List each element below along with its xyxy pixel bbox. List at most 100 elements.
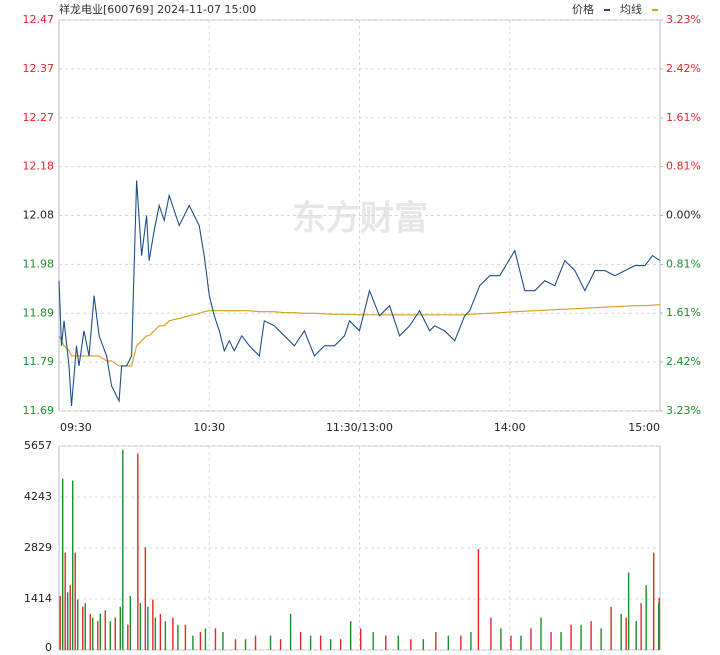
y-tick-label: 12.37 <box>23 62 55 75</box>
volume-bar <box>64 552 66 650</box>
y-tick-label: 12.08 <box>23 209 55 222</box>
volume-bar <box>520 635 522 650</box>
y2-tick-label: 0.81% <box>666 159 701 172</box>
y2-tick-label: 3.23% <box>666 404 701 417</box>
volume-bar <box>309 635 312 650</box>
x-tick-label: 15:00 <box>628 421 660 434</box>
chart-title: 祥龙电业[600769] 2024-11-07 15:00 <box>59 2 256 16</box>
y-tick-label: 2829 <box>24 541 52 554</box>
volume-bar <box>222 631 224 650</box>
volume-bar <box>144 547 147 650</box>
volume-bar <box>385 635 387 650</box>
volume-bar <box>152 599 154 650</box>
volume-bar <box>349 621 352 650</box>
price-line <box>58 180 661 407</box>
y-tick-label: 11.69 <box>23 404 55 417</box>
volume-bar <box>164 621 167 650</box>
volume-bar <box>610 606 612 650</box>
y-tick-label: 11.98 <box>23 257 55 270</box>
volume-bar <box>269 635 272 650</box>
volume-bar <box>640 603 642 650</box>
volume-bar <box>254 635 257 650</box>
volume-bar <box>645 585 647 650</box>
volume-bar <box>490 617 492 650</box>
y-tick-label: 12.18 <box>23 160 55 173</box>
y2-tick-label: 2.42% <box>666 62 701 75</box>
volume-bar <box>139 603 142 650</box>
volume-bar <box>74 552 76 650</box>
volume-bar <box>372 631 374 650</box>
volume-bar <box>109 621 111 650</box>
volume-bar <box>104 610 106 650</box>
volume-bar <box>137 453 139 650</box>
volume-bar <box>530 628 532 650</box>
volume-bar <box>97 621 99 650</box>
volume-bar <box>244 639 247 650</box>
price-line <box>58 304 661 367</box>
volume-bar <box>397 635 399 650</box>
y-tick-label: 1414 <box>24 592 52 605</box>
volume-bar <box>625 617 627 650</box>
volume-bar <box>319 635 322 650</box>
volume-bar <box>360 628 362 650</box>
y2-tick-label: 0.00% <box>666 209 701 222</box>
volume-bar <box>127 624 129 650</box>
volume-bar <box>199 631 202 650</box>
volume-bar <box>72 480 74 650</box>
volume-bar <box>422 639 425 650</box>
volume-bar <box>657 603 660 650</box>
volume-bar <box>447 635 450 650</box>
volume-bar <box>460 635 462 650</box>
y-tick-label: 4243 <box>24 490 52 503</box>
volume-bar <box>77 599 79 650</box>
volume-bar <box>204 628 207 650</box>
x-tick-label: 09:30 <box>60 421 92 434</box>
volume-bar <box>89 613 91 650</box>
y-tick-label: 12.27 <box>23 111 55 124</box>
legend-label: 价格 <box>572 2 594 16</box>
volume-bar <box>620 613 622 650</box>
volume-bar <box>470 631 472 650</box>
volume-bar <box>560 631 562 650</box>
volume-bar <box>635 621 637 650</box>
volume-bar <box>234 639 237 650</box>
volume-bar <box>299 631 302 650</box>
volume-bar <box>159 613 162 650</box>
volume-bar <box>289 613 292 650</box>
x-tick-label: 11:30/13:00 <box>326 421 393 434</box>
volume-bar <box>192 635 194 650</box>
volume-bar <box>510 635 512 650</box>
volume-bar <box>500 628 502 650</box>
volume-bar <box>184 624 187 650</box>
x-tick-label: 14:00 <box>494 421 526 434</box>
volume-bar <box>580 624 582 650</box>
volume-bar <box>172 617 174 650</box>
volume-bar <box>477 549 480 650</box>
volume-bar <box>570 624 572 650</box>
volume-bar <box>339 639 342 650</box>
volume-bar <box>329 639 332 650</box>
x-tick-label: 10:30 <box>193 421 225 434</box>
volume-bar <box>214 628 217 650</box>
volume-bar <box>600 628 602 650</box>
volume-bar <box>69 585 71 650</box>
volume-bar <box>590 621 592 650</box>
volume-bar <box>435 631 437 650</box>
volume-bar <box>67 592 69 650</box>
legend-label: 均线 <box>620 2 642 16</box>
volume-bar <box>59 595 61 650</box>
volume-bar <box>82 606 84 650</box>
y2-tick-label: 1.61% <box>666 111 701 124</box>
volume-bar <box>119 606 121 650</box>
y-tick-label: 11.79 <box>23 355 55 368</box>
volume-bar <box>62 478 64 650</box>
y2-tick-label: 0.81% <box>666 258 701 271</box>
volume-bar <box>410 639 412 650</box>
volume-bar <box>84 603 86 650</box>
y2-tick-label: 3.23% <box>666 13 701 26</box>
volume-bar <box>99 613 101 650</box>
y-tick-label: 5657 <box>24 439 52 452</box>
volume-bar <box>129 595 132 650</box>
volume-bar <box>627 572 630 650</box>
volume-bar <box>92 617 94 650</box>
